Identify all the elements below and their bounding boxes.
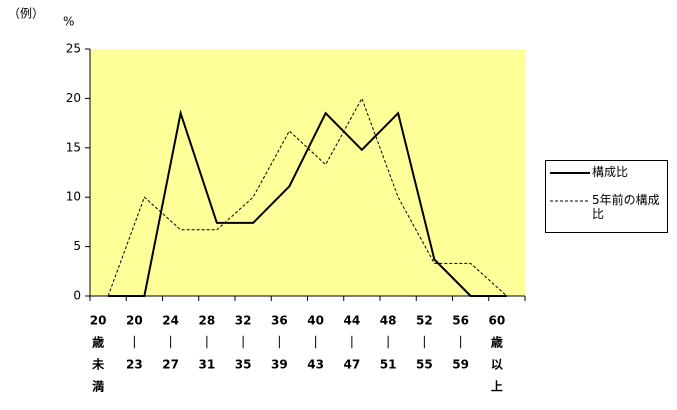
x-tick-label: 56 (452, 314, 469, 328)
x-tick-label: 歳 (92, 335, 104, 350)
series-line (107, 97, 508, 297)
y-tick-label: 25 (66, 42, 81, 56)
x-tick-label: 未 (91, 357, 104, 372)
legend-label: 構成比 (592, 165, 629, 179)
x-tick-label: 51 (380, 358, 397, 372)
x-tick-label: ｜ (237, 335, 249, 350)
legend-entry: 5年前の構成比 (548, 193, 665, 221)
x-tick-label: 47 (344, 358, 361, 372)
x-tick-label: 43 (307, 358, 324, 372)
x-tick-label: 31 (199, 358, 216, 372)
x-tick-label: 55 (416, 358, 433, 372)
plot-area (90, 49, 525, 296)
x-tick-label: ｜ (455, 335, 467, 350)
x-tick-label: 28 (199, 314, 216, 328)
x-tick-label: 20 (126, 314, 143, 328)
x-tick-label: ｜ (165, 335, 177, 350)
x-tick-label: ｜ (201, 335, 213, 350)
x-tick-label: 20 (90, 314, 107, 328)
x-tick-label: 40 (307, 314, 324, 328)
x-tick-label: 歳 (491, 335, 503, 350)
x-tick-label: 36 (271, 314, 288, 328)
x-tick-label: ｜ (273, 335, 285, 350)
x-tick-label: 52 (416, 314, 433, 328)
x-tick-label: 以 (491, 358, 503, 372)
y-tick-label: 0 (73, 289, 81, 303)
x-tick-label: ｜ (382, 335, 394, 350)
x-tick-label: 満 (92, 379, 104, 394)
x-tick-label: ｜ (310, 335, 322, 350)
legend: 構成比 5年前の構成比 (545, 160, 668, 233)
legend-swatch (550, 172, 590, 174)
note: （例） (8, 7, 44, 21)
x-tick-label: ｜ (128, 335, 140, 350)
x-tick-label: 39 (271, 358, 288, 372)
x-tick-label: ｜ (346, 335, 358, 350)
x-tick-label: 27 (162, 358, 179, 372)
x-tick-label: 23 (126, 358, 143, 372)
x-tick-label: 48 (380, 314, 397, 328)
y-axis-label: % (63, 15, 74, 29)
y-tick-label: 5 (73, 239, 81, 253)
x-tick-label: 59 (452, 358, 469, 372)
x-tick-label: ｜ (418, 335, 430, 350)
y-tick-label: 20 (66, 91, 81, 105)
y-tick-label: 10 (66, 190, 81, 204)
legend-entry: 構成比 (548, 165, 665, 179)
x-tick-label: 32 (235, 314, 252, 328)
series-line (108, 109, 507, 297)
x-tick-label: 24 (162, 314, 179, 328)
legend-label: 5年前の構成比 (592, 193, 660, 221)
x-tick-label: 35 (235, 358, 252, 372)
x-tick-label: 60 (489, 314, 506, 328)
x-tick-label: 上 (491, 379, 503, 394)
x-tick-label: 44 (344, 314, 361, 328)
y-tick-label: 15 (66, 140, 81, 154)
legend-swatch (550, 200, 590, 202)
